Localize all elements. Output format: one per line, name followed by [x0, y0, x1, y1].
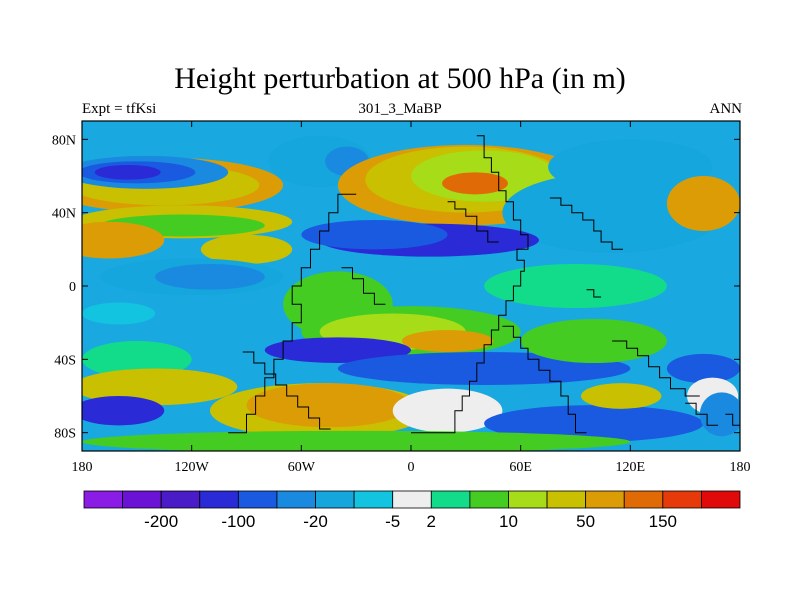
contour-region-7 — [82, 221, 165, 259]
contour-region-15 — [548, 139, 713, 195]
colorbar-box-15 — [662, 490, 702, 509]
left-label: Expt = tfKsi — [82, 101, 157, 117]
contour-region-39 — [580, 383, 662, 409]
contour-region-21 — [155, 264, 265, 290]
colorbar-box-14 — [623, 490, 664, 509]
colorbar-box-9 — [430, 490, 471, 509]
colorbar-box-8 — [392, 490, 432, 509]
coastline-9 — [685, 402, 719, 426]
chart-title: Height perturbation at 500 hPa (in m) — [174, 62, 626, 95]
coastline-layer — [228, 135, 740, 434]
contour-region-42 — [82, 430, 631, 451]
contour-region-13 — [442, 172, 508, 195]
y-tick-label-1: 40N — [52, 207, 76, 222]
x-tick-label-1: 120W — [175, 460, 210, 475]
contour-region-37 — [392, 388, 503, 433]
x-tick-label-6: 180 — [730, 460, 751, 475]
contour-region-22 — [82, 302, 156, 325]
y-tick-label-2: 0 — [69, 280, 76, 295]
y-tick-label-0: 80N — [52, 133, 76, 148]
contour-region-38 — [484, 405, 704, 442]
colorbar-box-16 — [701, 490, 741, 509]
colorbar-box-11 — [508, 490, 548, 509]
coastline-6 — [242, 351, 331, 430]
colorbar-label-3: -5 — [385, 512, 400, 531]
coastline-0 — [411, 135, 529, 434]
contour-region-26 — [401, 330, 494, 352]
contour-region-4 — [94, 165, 161, 180]
colorbar-box-3 — [199, 490, 239, 509]
coastline-10 — [725, 413, 740, 426]
coastline-7 — [341, 267, 386, 305]
colorbar-box-0 — [83, 490, 123, 509]
contour-region-28 — [82, 341, 192, 378]
coastline-8 — [586, 289, 602, 298]
x-tick-label-0: 180 — [72, 460, 93, 475]
y-tick-label-4: 80S — [54, 427, 76, 442]
colorbar: -200 -100 -20 -5 2 10 50 150 — [83, 490, 741, 531]
contour-region-27 — [484, 264, 667, 308]
colorbar-label-7: 150 — [649, 512, 677, 531]
coastline-1 — [228, 193, 357, 434]
y-tick-label-3: 40S — [54, 353, 76, 368]
colorbar-label-4: 2 — [427, 512, 436, 531]
x-tick-label-3: 0 — [408, 460, 415, 475]
colorbar-label-2: -20 — [303, 512, 328, 531]
contour-region-31 — [666, 353, 740, 384]
colorbar-box-5 — [276, 490, 316, 509]
colorbar-box-13 — [585, 490, 625, 509]
contour-fill-layer — [82, 135, 740, 451]
center-label: 301_3_MaBP — [358, 101, 442, 117]
colorbar-box-4 — [237, 490, 278, 509]
contour-region-16 — [666, 176, 740, 231]
colorbar-box-1 — [122, 490, 162, 509]
x-tick-label-4: 60E — [509, 460, 532, 475]
contour-region-29 — [264, 337, 411, 363]
colorbar-label-1: -100 — [221, 512, 255, 531]
coastline-2 — [447, 201, 499, 243]
axis-layer: 180 120W 60W 0 60E 120E 180 80N 40N 0 40S 80S — [52, 121, 751, 475]
x-tick-label-5: 120E — [616, 460, 646, 475]
contour-region-19 — [200, 234, 293, 264]
colorbar-box-12 — [546, 490, 587, 509]
right-label: ANN — [709, 101, 743, 117]
colorbar-box-6 — [315, 490, 355, 509]
contour-region-30 — [337, 352, 631, 385]
coastline-4 — [612, 340, 700, 397]
x-tick-label-2: 60W — [288, 460, 316, 475]
contour-region-32 — [520, 319, 667, 363]
contour-region-34 — [82, 396, 165, 426]
contour-region-36 — [246, 383, 411, 428]
coastline-3 — [549, 197, 623, 250]
colorbar-box-2 — [160, 490, 201, 509]
colorbar-label-6: 50 — [576, 512, 595, 531]
coastline-5 — [502, 325, 587, 434]
colorbar-label-0: -200 — [144, 512, 178, 531]
contour-region-18 — [301, 220, 448, 250]
contour-region-33 — [82, 368, 238, 406]
colorbar-box-10 — [469, 490, 509, 509]
colorbar-box-7 — [353, 490, 394, 509]
colorbar-label-5: 10 — [499, 512, 518, 531]
contour-region-14 — [502, 172, 722, 253]
